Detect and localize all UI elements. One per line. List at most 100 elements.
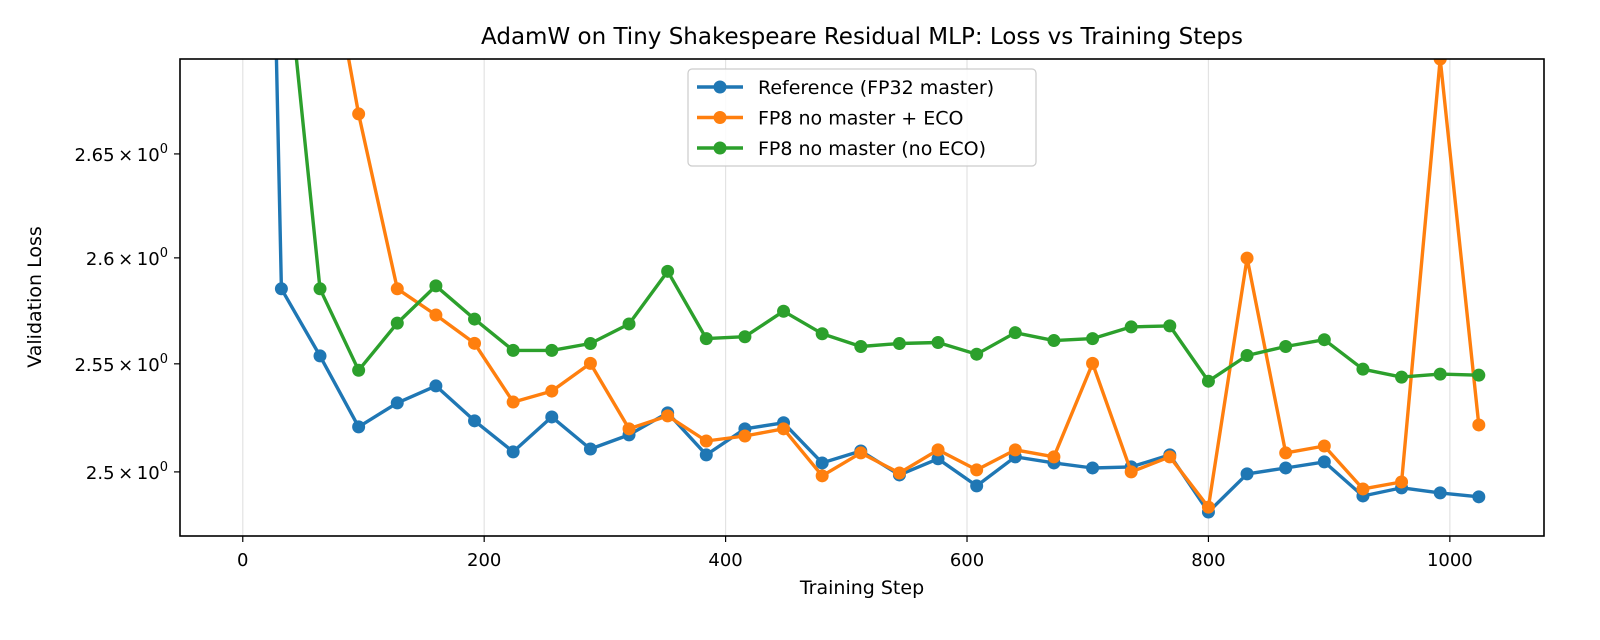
data-point — [583, 356, 597, 370]
legend: Reference (FP32 master) FP8 no master + E… — [687, 68, 1037, 167]
data-point — [274, 282, 288, 296]
y-axis-label: Validation Loss — [24, 226, 46, 368]
legend-label: Reference (FP32 master) — [758, 77, 994, 99]
data-point — [506, 445, 520, 459]
data-point — [1240, 251, 1254, 265]
x-tick-label: 800 — [1191, 550, 1225, 571]
data-point — [583, 442, 597, 456]
data-point — [506, 343, 520, 357]
data-point — [1163, 319, 1177, 333]
data-point — [1433, 486, 1447, 500]
data-point — [1008, 326, 1022, 340]
data-point — [468, 312, 482, 326]
x-tick-label: 200 — [467, 550, 501, 571]
data-point — [1008, 443, 1022, 457]
data-point — [545, 410, 559, 424]
data-point — [1086, 332, 1100, 346]
data-point — [1279, 461, 1293, 475]
data-point — [1395, 475, 1409, 489]
y-tick-label: 2.6 × 100 — [86, 246, 168, 270]
data-point — [1201, 500, 1215, 514]
data-point — [970, 479, 984, 493]
data-point — [583, 337, 597, 351]
data-point — [738, 429, 752, 443]
data-point — [1472, 418, 1486, 432]
data-point — [468, 336, 482, 350]
data-point — [815, 327, 829, 341]
legend-item: FP8 no master (no ECO) — [697, 138, 986, 160]
data-point — [1086, 356, 1100, 370]
data-point — [1163, 450, 1177, 464]
data-point — [313, 349, 327, 363]
data-point — [699, 332, 713, 346]
data-point — [1356, 362, 1370, 376]
data-point — [1240, 467, 1254, 481]
data-point — [352, 363, 366, 377]
data-point — [1124, 320, 1138, 334]
data-point — [1395, 370, 1409, 384]
x-tick-label: 400 — [708, 550, 742, 571]
data-point — [1086, 461, 1100, 475]
data-point — [854, 446, 868, 460]
legend-marker — [713, 141, 727, 155]
series-2 — [346, 59, 1486, 514]
data-point — [699, 448, 713, 462]
legend-label: FP8 no master + ECO — [758, 108, 963, 130]
data-point — [429, 379, 443, 393]
chart-title: AdamW on Tiny Shakespeare Residual MLP: … — [481, 24, 1243, 50]
data-point — [1201, 374, 1215, 388]
series-3 — [294, 59, 1486, 388]
x-axis-label: Training Step — [799, 577, 924, 599]
data-point — [313, 282, 327, 296]
data-point — [931, 443, 945, 457]
data-point — [970, 347, 984, 361]
data-point — [1317, 333, 1331, 347]
data-point — [892, 337, 906, 351]
data-point — [352, 107, 366, 121]
data-point — [1047, 450, 1061, 464]
data-point — [506, 395, 520, 409]
legend-label: FP8 no master (no ECO) — [758, 138, 986, 160]
data-point — [892, 466, 906, 480]
data-point — [390, 316, 404, 330]
data-point — [777, 304, 791, 318]
legend-marker — [713, 111, 727, 124]
y-axis: 2.5 × 100 2.55 × 100 2.6 × 100 2.65 × 100 — [74, 142, 180, 484]
data-point — [815, 469, 829, 483]
x-tick-label: 1000 — [1427, 550, 1473, 571]
data-point — [352, 420, 366, 434]
y-tick-label: 2.5 × 100 — [86, 460, 168, 484]
data-point — [699, 434, 713, 448]
data-point — [1317, 455, 1331, 469]
data-point — [738, 330, 752, 344]
data-point — [1472, 368, 1486, 382]
plot-frame — [179, 58, 1545, 537]
legend-box — [687, 68, 1037, 167]
data-point — [1356, 482, 1370, 496]
series-group — [274, 59, 1486, 519]
data-point — [1433, 59, 1447, 66]
data-point — [1124, 465, 1138, 479]
data-point — [931, 335, 945, 349]
data-point — [661, 409, 675, 423]
data-point — [1240, 348, 1254, 362]
data-point — [429, 279, 443, 293]
data-point — [390, 282, 404, 296]
data-point — [854, 340, 868, 354]
data-point — [1279, 340, 1293, 354]
data-point — [468, 414, 482, 428]
data-point — [429, 308, 443, 322]
data-point — [545, 384, 559, 398]
data-point — [622, 422, 636, 436]
x-tick-label: 600 — [950, 550, 984, 571]
data-point — [815, 456, 829, 470]
data-point — [1472, 490, 1486, 504]
data-point — [970, 463, 984, 477]
legend-item: Reference (FP32 master) — [697, 77, 994, 99]
data-point — [1433, 367, 1447, 381]
legend-marker — [713, 80, 727, 94]
y-tick-label: 2.65 × 100 — [74, 142, 168, 166]
x-axis: 0 200 400 600 800 1000 — [237, 536, 1473, 571]
data-point — [1047, 334, 1061, 348]
